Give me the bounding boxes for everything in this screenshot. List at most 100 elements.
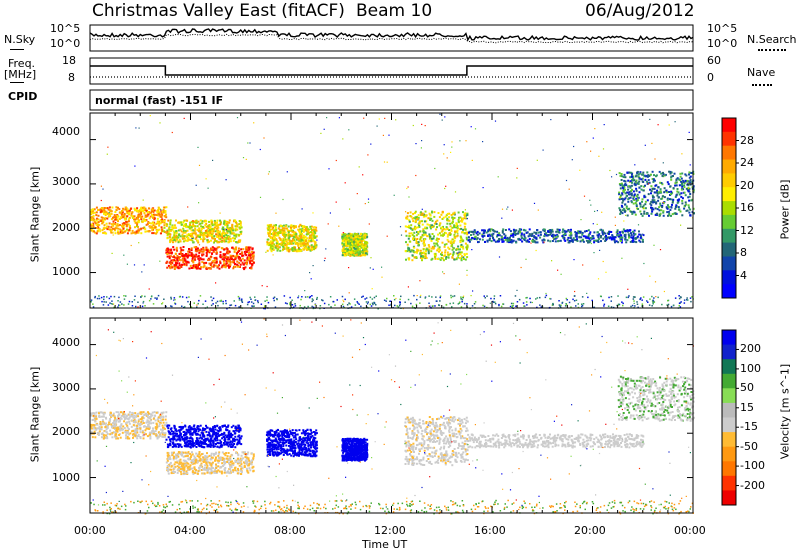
velocity-echo-pixel: [150, 431, 153, 434]
power-echo-pixel: [231, 237, 234, 240]
power-echo-pixel: [460, 227, 463, 230]
power-echo-pixel: [163, 230, 166, 233]
power-echo-pixel: [563, 236, 566, 239]
power-echo-pixel: [460, 255, 463, 258]
power-echo-pixel: [116, 223, 119, 226]
power-echo-pixel: [447, 256, 450, 259]
power-echo-pixel: [286, 249, 289, 252]
power-noise-pixel: [388, 134, 390, 136]
power-echo-pixel: [233, 250, 236, 253]
power-echo-pixel: [270, 240, 273, 243]
power-echo-pixel: [95, 206, 98, 209]
power-ground-pixel: [330, 306, 332, 308]
power-ground-pixel: [328, 303, 330, 306]
power-echo-pixel: [168, 235, 171, 238]
power-ground-pixel: [230, 304, 233, 306]
power-echo-pixel: [472, 233, 475, 236]
power-echo-pixel: [214, 248, 216, 251]
power-ground-pixel: [670, 305, 673, 308]
power-echo-pixel: [251, 259, 254, 262]
power-noise-pixel: [369, 267, 371, 269]
power-ground-pixel: [141, 295, 143, 297]
power-echo-pixel: [99, 211, 102, 214]
power-echo-pixel: [674, 182, 677, 185]
power-ground-pixel: [117, 306, 119, 308]
power-echo-pixel: [153, 213, 156, 216]
power-echo-pixel: [646, 212, 649, 215]
power-ground-pixel: [526, 304, 528, 306]
beam-label: Beam 10: [356, 1, 433, 21]
power-echo-pixel: [365, 252, 367, 255]
power-noise-pixel: [644, 144, 646, 146]
power-echo-pixel: [687, 184, 690, 187]
power-echo-pixel: [183, 259, 186, 262]
power-echo-pixel: [481, 238, 484, 241]
power-echo-pixel: [425, 248, 428, 251]
power-echo-pixel: [99, 209, 102, 211]
power-ground-pixel: [678, 304, 680, 307]
power-echo-pixel: [496, 230, 499, 233]
power-ground-pixel: [511, 306, 513, 308]
power-echo-pixel: [299, 235, 302, 238]
power-echo-pixel: [636, 199, 639, 202]
power-ground-pixel: [90, 301, 92, 303]
power-echo-pixel: [341, 239, 344, 242]
power-noise-pixel: [395, 119, 397, 121]
power-echo-pixel: [220, 232, 223, 235]
power-echo-pixel: [463, 258, 465, 260]
power-noise-pixel: [605, 271, 607, 273]
power-ground-pixel: [252, 302, 255, 305]
power-noise-pixel: [372, 268, 374, 270]
power-ground-pixel: [621, 301, 623, 303]
power-echo-pixel: [452, 213, 455, 216]
power-echo-pixel: [192, 241, 195, 244]
power-echo-pixel: [512, 232, 515, 235]
power-echo-pixel: [215, 249, 218, 252]
power-echo-pixel: [222, 253, 225, 256]
power-echo-pixel: [186, 239, 188, 242]
power-ground-pixel: [264, 307, 266, 310]
velocity-echo-pixel: [119, 419, 122, 422]
power-echo-pixel: [168, 228, 171, 231]
power-echo-pixel: [307, 240, 310, 243]
power-noise-pixel: [450, 151, 452, 153]
power-echo-pixel: [441, 254, 443, 256]
power-echo-pixel: [487, 235, 489, 237]
power-noise-pixel: [142, 302, 144, 304]
power-echo-pixel: [148, 230, 150, 233]
power-ground-pixel: [587, 296, 589, 299]
power-ground-pixel: [397, 306, 400, 308]
power-echo-pixel: [125, 224, 128, 227]
power-echo-pixel: [185, 230, 187, 233]
power-echo-pixel: [299, 228, 301, 231]
power-echo-pixel: [486, 239, 489, 242]
power-echo-pixel: [577, 230, 580, 233]
power-echo-pixel: [680, 180, 682, 183]
power-echo-pixel: [638, 177, 641, 180]
power-echo-pixel: [290, 235, 293, 238]
power-echo-pixel: [247, 249, 250, 252]
power-echo-pixel: [161, 229, 164, 232]
xtick-2: 08:00: [274, 524, 306, 537]
power-echo-pixel: [202, 235, 205, 238]
power-echo-pixel: [310, 231, 312, 234]
power-echo-pixel: [634, 184, 637, 187]
power-echo-pixel: [112, 216, 114, 219]
power-echo-pixel: [237, 233, 240, 236]
power-noise-pixel: [565, 179, 568, 182]
power-echo-pixel: [223, 262, 226, 265]
power-echo-pixel: [359, 251, 362, 254]
power-echo-pixel: [241, 257, 244, 260]
power-echo-pixel: [623, 186, 626, 189]
power-echo-pixel: [233, 248, 236, 251]
power-echo-pixel: [95, 211, 98, 214]
power-echo-pixel: [638, 191, 641, 194]
power-echo-pixel: [498, 232, 501, 235]
power-echo-pixel: [624, 210, 626, 213]
power-ground-pixel: [373, 296, 376, 299]
power-echo-pixel: [488, 237, 491, 240]
power-echo-pixel: [510, 241, 513, 244]
power-echo-pixel: [236, 254, 239, 257]
power-echo-pixel: [550, 231, 553, 234]
power-noise-pixel: [494, 120, 497, 122]
